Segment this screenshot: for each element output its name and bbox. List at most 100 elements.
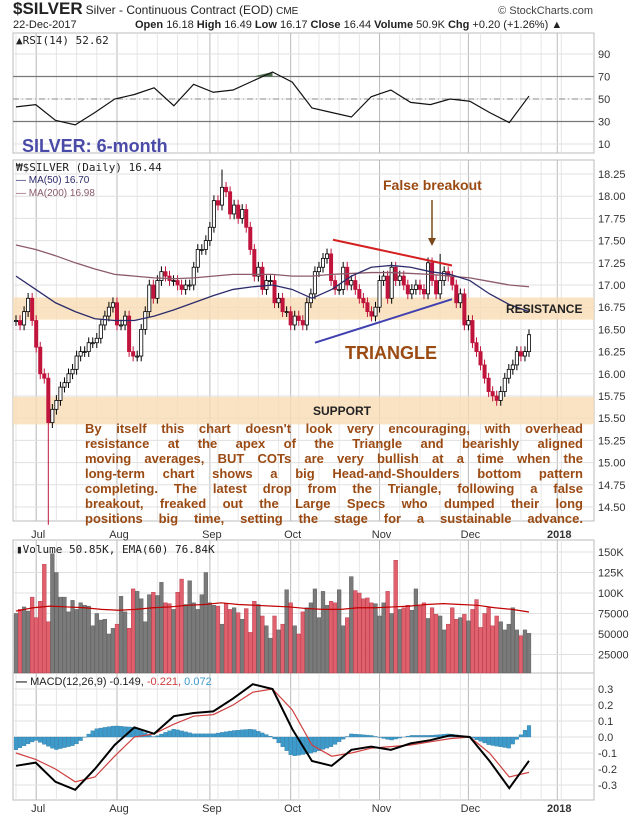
price-x-tick-label: 2018 [547, 529, 571, 541]
candle-body [78, 351, 83, 357]
candle-body [312, 271, 317, 295]
volume-bar [203, 572, 208, 674]
macd-histogram-bar [522, 729, 528, 738]
volume-bar [94, 613, 99, 674]
volume-y-tick-label: 150K [598, 547, 624, 559]
volume-bar [244, 608, 249, 674]
macd-histogram-bar [337, 736, 342, 742]
price-x-tick-label: Nov [372, 529, 392, 541]
volume-bar [389, 613, 394, 674]
candle-body [353, 280, 358, 290]
macd-histogram-bar [70, 736, 75, 746]
candle-body [458, 293, 463, 304]
price-y-tick-label: 15.00 [598, 458, 626, 470]
macd-histogram-bar [207, 733, 212, 738]
candle-body [195, 249, 200, 268]
price-x-tick-label: Aug [109, 529, 129, 541]
volume-bar [345, 617, 350, 674]
volume-bar [276, 629, 281, 674]
volume-bar [490, 625, 495, 674]
price-y-tick-label: 16.00 [598, 369, 626, 381]
volume-bar [147, 594, 152, 674]
volume-bar [102, 619, 107, 674]
candle-body [215, 200, 220, 206]
macd-histogram-bar [284, 736, 289, 751]
candle-body [110, 302, 115, 308]
candle-body [284, 311, 289, 314]
macd-histogram-bar [34, 736, 39, 741]
candle-body [292, 315, 297, 326]
macd-histogram-bar [280, 736, 285, 747]
candle-body [486, 377, 491, 392]
candle-body [42, 373, 47, 379]
volume-bar [514, 629, 519, 674]
volume-bar [312, 588, 318, 674]
volume-bar [139, 598, 144, 674]
macd-histogram-bar [163, 732, 168, 738]
macd-histogram-bar [365, 734, 370, 738]
macd-histogram-bar [244, 729, 249, 738]
volume-bar [522, 629, 528, 674]
candle-body [320, 257, 325, 268]
volume-bar [122, 611, 128, 674]
macd-histogram-bar [106, 726, 111, 738]
volume-bar [13, 613, 19, 674]
volume-bar [268, 637, 273, 674]
rsi-icon: ▲ [16, 34, 23, 47]
macd-histogram-bar [183, 731, 188, 738]
macd-histogram-bar [94, 728, 99, 738]
close-label: Close [310, 19, 341, 31]
volume-value: 50.9K [416, 19, 445, 31]
macd-histogram-bar [397, 736, 402, 739]
volume-bar [385, 591, 390, 674]
support-label: SUPPORT [313, 404, 372, 418]
candle-body [522, 351, 527, 357]
volume-bar [454, 619, 459, 674]
volume-bar [127, 628, 132, 674]
macd-histogram-bar [159, 733, 164, 738]
price-y-tick-label: 15.75 [598, 391, 626, 403]
macd-histogram-bar [385, 736, 390, 740]
volume-bar [219, 623, 225, 674]
volume-bar [167, 603, 172, 674]
rsi-y-tick-label: 90 [598, 49, 610, 61]
volume-bar [397, 609, 402, 674]
candle-body [240, 209, 245, 219]
macd-x-tick-label: Oct [284, 803, 301, 815]
macd-histogram-bar [223, 731, 229, 738]
macd-histogram-bar [341, 736, 346, 740]
candle-body [296, 315, 301, 321]
volume-bar [131, 588, 136, 674]
commentary-line: breakout, freaked out the Large Specs wh… [85, 496, 583, 511]
candle-body [373, 306, 378, 317]
macd-histogram-bar [199, 733, 204, 738]
candle-body [300, 320, 305, 326]
candle-icon: ₩ [16, 161, 23, 174]
macd-y-tick-label: -0.2 [598, 764, 617, 776]
price-y-tick-label: 17.00 [598, 280, 626, 292]
candle-body [527, 334, 532, 352]
macd-histogram-bar [353, 733, 358, 738]
commentary-line: resistance at the apex of the Triangle a… [85, 436, 583, 451]
volume-bar [498, 621, 503, 674]
macd-legend: — MACD(12,26,9) -0.149, -0.221, 0.072 [16, 676, 212, 688]
macd-histogram-bar [514, 736, 519, 740]
candle-body [163, 271, 168, 277]
candle-body [288, 311, 293, 326]
macd-histogram-bar [312, 736, 317, 753]
macd-histogram-bar [110, 725, 115, 738]
rsi-y-tick-label: 30 [598, 117, 610, 129]
macd-histogram-bar [38, 736, 43, 743]
volume-bar [506, 623, 511, 674]
macd-histogram-bar [17, 736, 23, 748]
macd-line-icon: — [16, 676, 27, 688]
candle-body [385, 275, 390, 299]
candle-body [94, 337, 99, 344]
open-value: 16.18 [166, 19, 194, 31]
candle-body [236, 204, 241, 219]
volume-bar [482, 613, 487, 674]
candle-body [260, 266, 265, 290]
macd-histogram-bar [74, 736, 79, 745]
macd-histogram-bar [114, 725, 120, 738]
candle-body [30, 297, 35, 321]
